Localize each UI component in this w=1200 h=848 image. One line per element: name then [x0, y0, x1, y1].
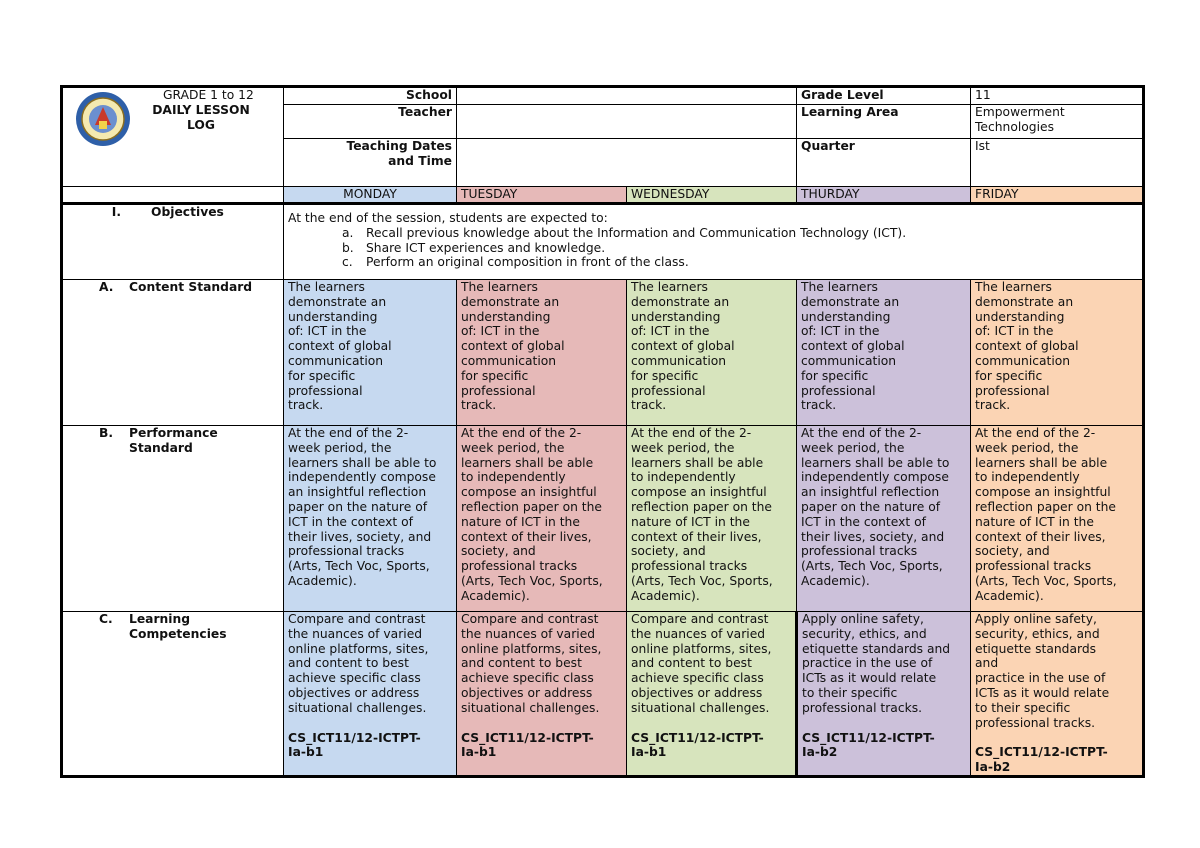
competency-code: CS_ICT11/12-ICTPT- Ia-b2: [975, 745, 1108, 775]
teaching-dates-field[interactable]: [456, 138, 797, 187]
objective-item: b. Share ICT experiences and knowledge.: [342, 240, 1138, 256]
objective-text: Perform an original composition in front…: [366, 255, 689, 270]
content-standard-tuesday: The learners demonstrate an understandin…: [456, 279, 627, 426]
learning-area-label: Learning Area: [796, 104, 971, 139]
content-standard-thursday: The learners demonstrate an understandin…: [796, 279, 971, 426]
learning-competencies-letter: C.: [99, 612, 113, 626]
performance-standard-monday: At the end of the 2- week period, the le…: [283, 425, 457, 612]
grade-level-label: Grade Level: [796, 86, 971, 105]
daily-lesson-log-sheet: GRADE 1 to 12 DAILY LESSON LOG School Gr…: [60, 85, 1145, 778]
lesson-log-table: GRADE 1 to 12 DAILY LESSON LOG School Gr…: [60, 85, 1145, 778]
competency-code: CS_ICT11/12-ICTPT- Ia-b1: [461, 730, 594, 760]
learning-competencies-label: Learning Competencies: [129, 612, 227, 641]
day-header-blank: [61, 186, 284, 204]
learning-area-field[interactable]: Empowerment Technologies: [970, 104, 1144, 139]
learning-competencies-row: C. Learning Competencies Compare and con…: [61, 611, 1145, 777]
learning-competencies-heading: C. Learning Competencies: [61, 611, 284, 777]
objectives-numeral: I.: [111, 205, 121, 220]
objectives-heading: I. Objectives: [61, 202, 284, 280]
performance-standard-friday: At the end of the 2- week period, the le…: [970, 425, 1144, 612]
learning-competencies-wednesday: Compare and contrast the nuances of vari…: [626, 611, 797, 777]
content-standard-row: A. Content Standard The learners demonstr…: [61, 279, 1144, 426]
competency-text: Compare and contrast the nuances of vari…: [631, 612, 772, 715]
performance-standard-row: B. Performance Standard At the end of th…: [61, 425, 1144, 612]
grade-range-text: GRADE 1 to 12: [163, 88, 254, 102]
objectives-row: I. Objectives At the end of the session, …: [61, 202, 1144, 280]
objective-marker: a.: [342, 225, 354, 240]
objective-item: a. Recall previous knowledge about the In…: [342, 225, 1138, 241]
learning-competencies-monday: Compare and contrast the nuances of vari…: [283, 611, 457, 777]
day-friday: FRIDAY: [970, 186, 1144, 204]
performance-standard-heading: B. Performance Standard: [61, 425, 284, 612]
content-standard-letter: A.: [99, 280, 114, 295]
content-standard-friday: The learners demonstrate an understandin…: [970, 279, 1144, 426]
header-row-school: GRADE 1 to 12 DAILY LESSON LOG School Gr…: [61, 86, 1144, 187]
objective-text: Recall previous knowledge about the Info…: [366, 225, 907, 240]
objectives-label: Objectives: [151, 205, 224, 220]
day-monday: MONDAY: [283, 186, 457, 204]
day-tuesday: TUESDAY: [456, 186, 627, 204]
school-field[interactable]: [456, 86, 797, 105]
performance-standard-tuesday: At the end of the 2- week period, the le…: [456, 425, 627, 612]
competency-code: CS_ICT11/12-ICTPT- Ia-b2: [802, 730, 935, 760]
teacher-label: Teacher: [283, 104, 457, 139]
quarter-field[interactable]: Ist: [970, 138, 1144, 187]
quarter-label: Quarter: [796, 138, 971, 187]
competency-code: CS_ICT11/12-ICTPT- Ia-b1: [288, 730, 421, 760]
content-standard-wednesday: The learners demonstrate an understandin…: [626, 279, 797, 426]
day-wednesday: WEDNESDAY: [626, 186, 797, 204]
teaching-dates-label: Teaching Dates and Time: [283, 138, 457, 187]
day-thursday: THURDAY: [796, 186, 971, 204]
grade-level-field[interactable]: 11: [970, 86, 1144, 105]
content-standard-heading: A. Content Standard: [61, 279, 284, 426]
competency-text: Apply online safety, security, ethics, a…: [802, 612, 951, 715]
school-label: School: [283, 86, 457, 105]
competency-code: CS_ICT11/12-ICTPT- Ia-b1: [631, 730, 764, 760]
objective-item: c. Perform an original composition in fro…: [342, 255, 1138, 270]
learning-competencies-thursday: Apply online safety, security, ethics, a…: [795, 611, 971, 777]
content-standard-monday: The learners demonstrate an understandin…: [283, 279, 457, 426]
teacher-field[interactable]: [456, 104, 797, 139]
header-title-cell: GRADE 1 to 12 DAILY LESSON LOG: [61, 86, 284, 187]
objectives-intro: At the end of the session, students are …: [288, 211, 608, 225]
day-header-row: MONDAY TUESDAY WEDNESDAY THURDAY FRIDAY: [61, 186, 1144, 204]
performance-standard-label: Performance Standard: [129, 426, 218, 455]
competency-text: Compare and contrast the nuances of vari…: [461, 612, 602, 715]
learning-competencies-tuesday: Compare and contrast the nuances of vari…: [456, 611, 627, 777]
content-standard-label: Content Standard: [129, 280, 253, 295]
learning-competencies-friday: Apply online safety, security, ethics, a…: [970, 611, 1145, 777]
competency-text: Apply online safety, security, ethics, a…: [975, 612, 1110, 730]
objectives-content: At the end of the session, students are …: [283, 202, 1144, 280]
performance-standard-thursday: At the end of the 2- week period, the le…: [796, 425, 971, 612]
objective-marker: c.: [342, 255, 353, 270]
objective-text: Share ICT experiences and knowledge.: [366, 240, 606, 255]
deped-seal-icon: [76, 92, 130, 146]
objectives-list: a. Recall previous knowledge about the In…: [288, 226, 1138, 270]
competency-text: Compare and contrast the nuances of vari…: [288, 612, 429, 715]
daily-lesson-log-title: DAILY LESSON LOG: [152, 102, 250, 132]
performance-standard-letter: B.: [99, 426, 114, 441]
performance-standard-wednesday: At the end of the 2- week period, the le…: [626, 425, 797, 612]
objective-marker: b.: [342, 240, 354, 255]
